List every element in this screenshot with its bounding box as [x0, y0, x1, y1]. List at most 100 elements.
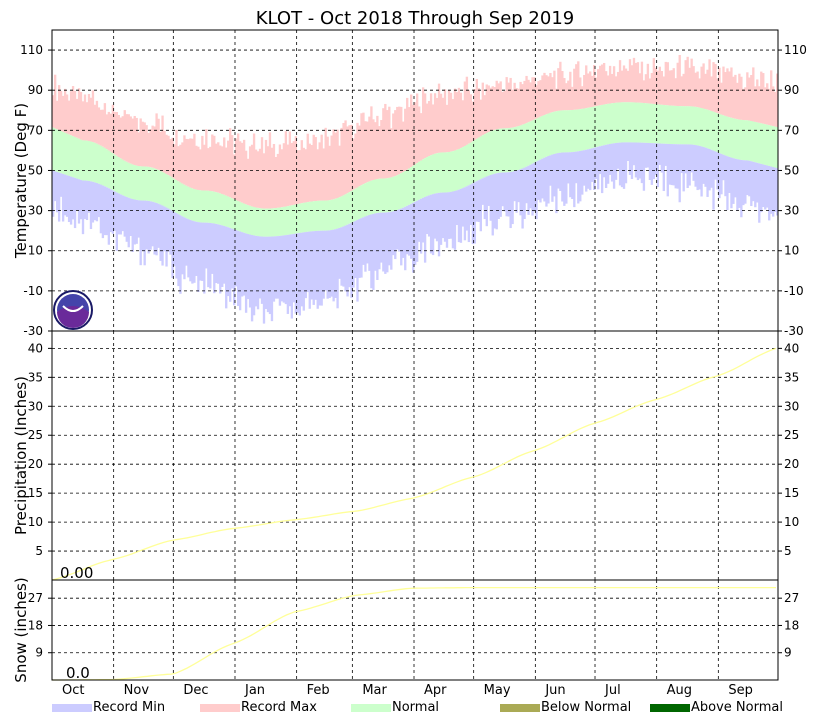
- precipitation-ytick-right: 35: [784, 370, 799, 384]
- normal-bar: [608, 103, 612, 144]
- normal-bar: [471, 141, 475, 184]
- normal-bar: [115, 155, 118, 193]
- record-max-bar: [465, 76, 469, 145]
- normal-bar: [423, 158, 427, 197]
- record-min-bar: [519, 169, 522, 216]
- record-max-bar: [280, 149, 284, 208]
- record-max-bar: [286, 144, 290, 207]
- record-max-bar: [614, 76, 618, 103]
- normal-bar: [565, 110, 568, 153]
- record-min-bar: [185, 218, 188, 266]
- record-min-bar: [95, 182, 99, 222]
- record-max-bar: [421, 87, 425, 160]
- legend-swatch: [200, 704, 240, 712]
- record-min-bar: [394, 210, 397, 260]
- normal-bar: [83, 140, 87, 181]
- normal-bar: [193, 188, 196, 222]
- record-max-bar: [173, 144, 176, 179]
- record-max-bar: [252, 133, 256, 207]
- record-min-bar: [618, 142, 622, 186]
- normal-bar: [595, 106, 598, 148]
- record-max-bar: [563, 77, 566, 111]
- record-max-bar: [87, 93, 91, 141]
- record-max-bar: [67, 100, 71, 135]
- record-min-bar: [493, 173, 496, 229]
- record-min-bar: [59, 173, 63, 197]
- normal-bar: [352, 189, 355, 222]
- record-max-bar: [125, 114, 128, 162]
- month-label: Sep: [728, 683, 753, 698]
- record-min-bar: [362, 217, 365, 265]
- record-max-bar: [732, 76, 735, 119]
- record-min-bar: [398, 209, 401, 252]
- record-min-bar: [589, 148, 592, 191]
- record-min-bar: [521, 168, 524, 229]
- record-max-bar: [634, 62, 638, 103]
- normal-bar: [91, 142, 95, 182]
- normal-bar: [384, 178, 387, 213]
- record-max-bar: [549, 72, 552, 113]
- normal-bar: [262, 208, 266, 237]
- record-min-bar: [547, 156, 550, 204]
- normal-bar: [167, 175, 170, 209]
- record-max-bar: [648, 78, 652, 104]
- record-min-bar: [650, 143, 654, 185]
- normal-bar: [670, 105, 673, 145]
- record-max-bar: [288, 131, 292, 206]
- normal-bar: [728, 117, 731, 157]
- record-max-bar: [240, 142, 244, 203]
- record-min-bar: [143, 200, 146, 266]
- normal-bar: [531, 120, 534, 164]
- record-min-bar: [121, 195, 124, 232]
- normal-bar: [362, 184, 365, 218]
- normal-bar: [684, 106, 687, 145]
- record-max-bar: [620, 70, 624, 103]
- normal-bar: [612, 102, 616, 144]
- precipitation-ytick-right: 5: [784, 544, 792, 558]
- record-min-bar: [133, 199, 136, 245]
- record-max-bar: [748, 77, 751, 121]
- normal-bar: [674, 105, 677, 145]
- record-max-bar: [650, 72, 654, 104]
- record-max-bar: [467, 90, 471, 144]
- normal-bar: [543, 115, 546, 158]
- record-max-bar: [260, 137, 264, 209]
- normal-bar: [300, 203, 303, 233]
- record-min-bar: [626, 142, 630, 161]
- record-max-bar: [406, 97, 409, 170]
- record-min-bar: [417, 199, 421, 242]
- record-max-bar: [272, 143, 276, 209]
- record-min-bar: [157, 203, 160, 248]
- record-max-bar: [344, 120, 347, 195]
- record-max-bar: [509, 77, 512, 128]
- normal-bar: [417, 161, 421, 200]
- record-max-bar: [589, 71, 592, 108]
- record-min-bar: [545, 156, 548, 207]
- record-min-bar: [455, 190, 459, 226]
- record-max-bar: [264, 139, 268, 209]
- record-min-bar: [700, 146, 703, 197]
- record-max-bar: [169, 139, 172, 177]
- normal-bar: [129, 163, 132, 199]
- normal-bar: [342, 195, 345, 227]
- record-max-bar: [718, 67, 721, 114]
- record-min-bar: [461, 188, 465, 227]
- record-min-bar: [266, 236, 270, 313]
- record-max-bar: [123, 110, 126, 161]
- record-min-bar: [465, 186, 469, 231]
- record-max-bar: [131, 118, 134, 165]
- record-min-bar: [716, 152, 719, 190]
- record-max-bar: [95, 100, 99, 144]
- normal-bar: [394, 176, 397, 211]
- normal-bar: [449, 151, 453, 192]
- record-max-bar: [596, 69, 600, 106]
- record-max-bar: [714, 63, 717, 113]
- noaa-logo-icon: [53, 290, 93, 330]
- record-min-bar: [774, 167, 777, 212]
- record-min-bar: [250, 234, 254, 322]
- record-max-bar: [63, 88, 67, 133]
- record-max-bar: [161, 115, 164, 172]
- normal-bar: [171, 177, 174, 211]
- normal-bar: [201, 190, 204, 223]
